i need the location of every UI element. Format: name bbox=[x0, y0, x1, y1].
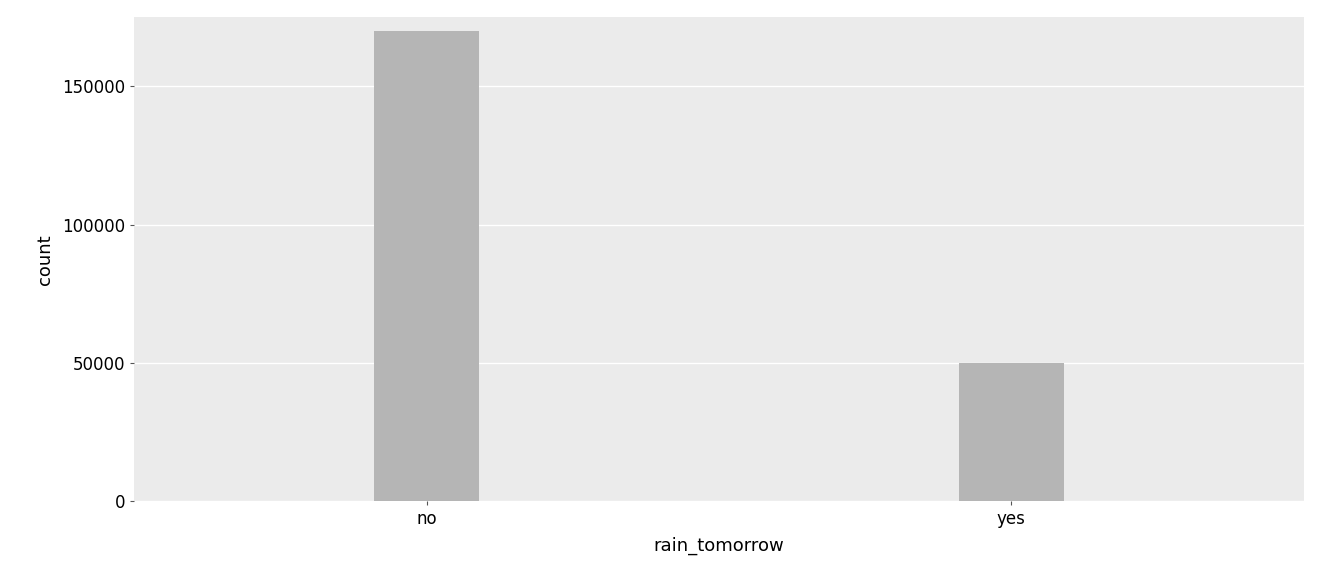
Bar bbox=[958, 363, 1064, 501]
Y-axis label: count: count bbox=[36, 234, 54, 285]
Bar bbox=[374, 31, 480, 501]
X-axis label: rain_tomorrow: rain_tomorrow bbox=[653, 536, 785, 555]
